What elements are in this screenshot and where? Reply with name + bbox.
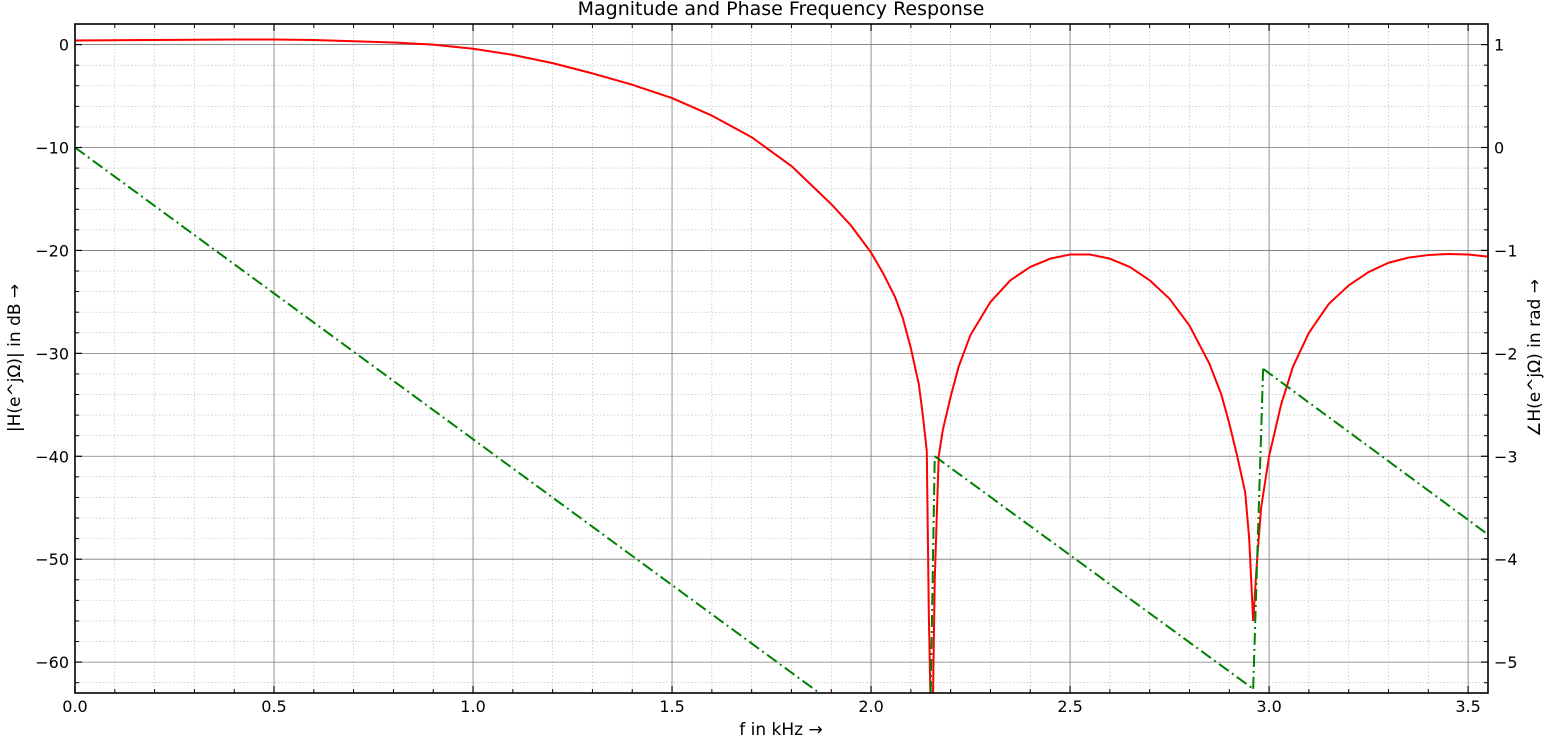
phase-line-segment [1262, 367, 1488, 536]
y-left-tick-label: −20 [35, 241, 69, 260]
y-right-tick-label: −1 [1494, 241, 1518, 260]
x-axis-label: f in kHz → [739, 720, 823, 740]
magnitude-line-segment [75, 38, 928, 452]
y-left-tick-label: −30 [35, 344, 69, 363]
x-tick-label: 1.0 [460, 697, 485, 716]
y-right-tick-label: −4 [1494, 550, 1518, 569]
y-axis-label-left: |H(e^jΩ)| in dB → [5, 284, 25, 432]
x-tick-label: 3.0 [1256, 697, 1281, 716]
magnitude-line-segment [1252, 253, 1488, 622]
y-right-tick-label: −2 [1494, 344, 1518, 363]
plot-frame [74, 23, 1489, 694]
phase-line-segment [929, 456, 936, 693]
chart-title: Magnitude and Phase Frequency Response [578, 0, 985, 20]
y-left-tick-label: 0 [59, 36, 69, 55]
phase-line-segment [1252, 368, 1265, 689]
y-right-tick-label: −3 [1494, 447, 1518, 466]
magnitude-series [75, 38, 1488, 693]
y-right-tick-label: 0 [1494, 139, 1504, 158]
y-left-tick-label: −10 [35, 139, 69, 158]
y-left-tick-label: −60 [35, 653, 69, 672]
x-tick-label: 2.0 [858, 697, 883, 716]
y-left-tick-label: −50 [35, 550, 69, 569]
y-left-tick-label: −40 [35, 447, 69, 466]
major-grid [74, 24, 1488, 693]
y-right-tick-label: 1 [1494, 36, 1504, 55]
x-tick-label: 0.0 [62, 697, 87, 716]
y-right-tick-label: −5 [1494, 653, 1518, 672]
x-tick-label: 3.5 [1455, 697, 1480, 716]
phase-series [75, 146, 1488, 693]
series-layer [75, 38, 1488, 693]
plot-background [75, 24, 1488, 693]
magnitude-line-segment [925, 451, 932, 693]
tick-layer: 0.0 0.5 1.0 1.5 2.0 2.5 3.0 3.50−10−20−30−40−50… [35, 23, 1518, 716]
x-tick-label: 0.5 [261, 697, 286, 716]
y-axis-label-right: ∠H(e^jΩ) in rad → [1525, 279, 1545, 437]
x-tick-label: 1.5 [659, 697, 684, 716]
minor-grid [75, 23, 1488, 693]
x-tick-label: 2.5 [1057, 697, 1082, 716]
magnitude-line-segment [932, 253, 1255, 693]
